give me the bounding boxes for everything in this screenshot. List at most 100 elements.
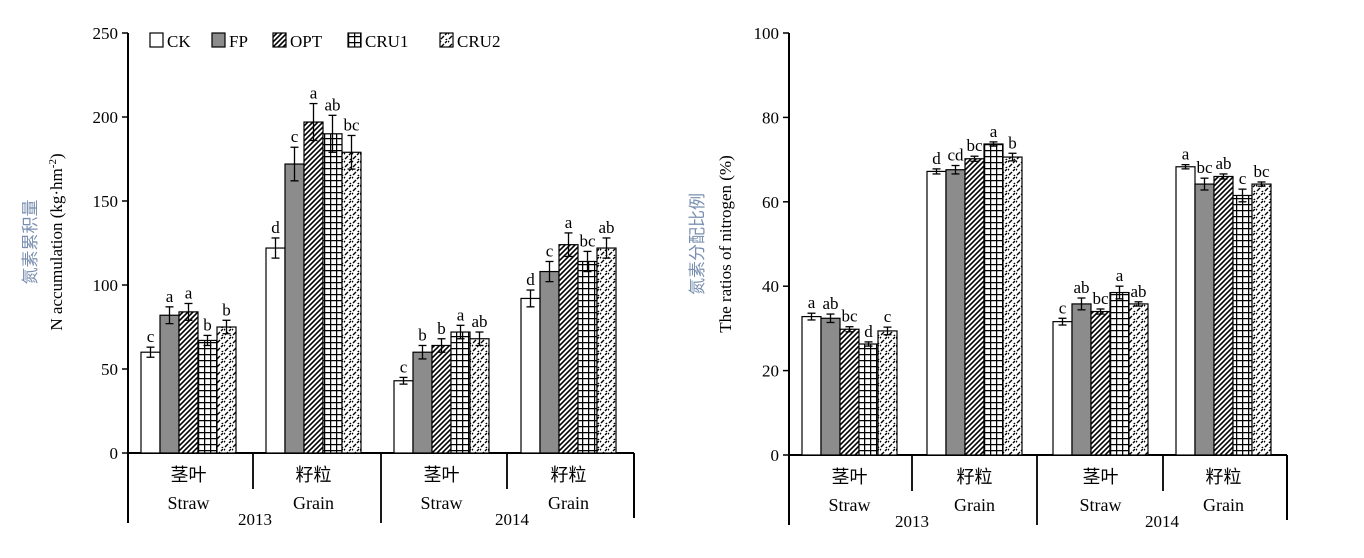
significance-letter: c bbox=[291, 127, 299, 146]
bar-opt bbox=[1213, 175, 1234, 456]
significance-letter: ab bbox=[598, 218, 614, 237]
bar-ck bbox=[1052, 321, 1073, 456]
bar-cru2 bbox=[1251, 183, 1272, 456]
legend-swatch bbox=[439, 32, 454, 48]
legend-label: FP bbox=[229, 32, 248, 51]
group-label-en: Straw bbox=[421, 493, 463, 513]
group-label-cn: 茎叶 bbox=[424, 465, 460, 485]
nitrogen-ratio-chart: 氮素分配比例 The ratios of nitrogen (%) 0 20 40 6… bbox=[688, 24, 1288, 531]
significance-letter: bc bbox=[966, 136, 983, 155]
significance-letter: bc bbox=[841, 307, 858, 326]
y-axis-label-en: N accumulation (kg·hm-2) bbox=[47, 153, 66, 330]
significance-letter: a bbox=[185, 283, 193, 302]
bar-fp bbox=[539, 270, 560, 454]
y-tick-label: 40 bbox=[762, 277, 779, 296]
y-axis-label-cn: 氮素累积量 bbox=[21, 200, 40, 285]
y-axis-label-en-sup: -2 bbox=[47, 159, 59, 168]
bar-fp bbox=[284, 163, 305, 454]
group-label-cn: 籽粒 bbox=[957, 467, 993, 487]
significance-letter: b bbox=[437, 319, 446, 338]
significance-letter: bc bbox=[579, 231, 596, 250]
significance-letter: a bbox=[457, 305, 465, 324]
significance-letter: b bbox=[1008, 133, 1017, 152]
bar-cru2 bbox=[469, 338, 490, 454]
bar-ck bbox=[801, 315, 822, 456]
significance-letter: c bbox=[147, 327, 155, 346]
bar-cru2 bbox=[341, 151, 362, 454]
y-axis-label-cn: 氮素分配比例 bbox=[688, 193, 707, 295]
bar-fp bbox=[945, 169, 966, 456]
bar-fp bbox=[820, 317, 841, 456]
bar-cru2 bbox=[877, 330, 898, 456]
year-label: 2014 bbox=[495, 510, 530, 529]
bar-cru1 bbox=[197, 339, 218, 454]
y-tick-label: 80 bbox=[762, 108, 779, 127]
y-axis-label-en-main: N accumulation (kg·hm bbox=[47, 168, 66, 330]
group-label-cn: 籽粒 bbox=[1206, 467, 1242, 487]
significance-letter: b bbox=[203, 315, 212, 334]
significance-letter: a bbox=[166, 287, 174, 306]
bar-fp bbox=[1071, 303, 1092, 456]
y-tick-label: 250 bbox=[93, 24, 119, 43]
group-label-cn: 茎叶 bbox=[171, 465, 207, 485]
bar-cru2 bbox=[596, 247, 617, 454]
y-tick-label: 100 bbox=[754, 24, 780, 43]
bar-cru1 bbox=[1109, 291, 1130, 456]
significance-letter: b bbox=[418, 325, 427, 344]
y-tick-label: 50 bbox=[101, 360, 118, 379]
significance-letter: a bbox=[990, 122, 998, 141]
y-tick-label: 0 bbox=[110, 444, 119, 463]
group-label-cn: 籽粒 bbox=[296, 465, 332, 485]
group-label-cn: 茎叶 bbox=[1083, 467, 1119, 487]
significance-letter: ab bbox=[822, 294, 838, 313]
bar-ck bbox=[265, 247, 286, 454]
legend-label: CK bbox=[167, 32, 191, 51]
significance-letter: cd bbox=[947, 146, 964, 165]
significance-letter: d bbox=[932, 149, 941, 168]
n-accumulation-chart: 氮素累积量 N accumulation (kg·hm-2) 0 50 100 150… bbox=[21, 24, 635, 529]
bar-ck bbox=[140, 351, 161, 454]
significance-letter: bc bbox=[1253, 162, 1270, 181]
y-tick-label: 200 bbox=[93, 108, 119, 127]
group-label-cn: 籽粒 bbox=[551, 465, 587, 485]
legend-label: CRU1 bbox=[365, 32, 408, 51]
legend: CK FP OPT CRU1 CRU2 bbox=[149, 32, 500, 51]
significance-letter: a bbox=[1182, 145, 1190, 164]
significance-letter: c bbox=[546, 241, 554, 260]
bar-opt bbox=[558, 244, 579, 454]
significance-letter: bc bbox=[1092, 289, 1109, 308]
bar-cru2 bbox=[1128, 303, 1149, 456]
legend-swatch bbox=[272, 32, 287, 48]
significance-letter: d bbox=[864, 322, 873, 341]
bar-opt bbox=[839, 328, 860, 456]
significance-letter: c bbox=[884, 307, 892, 326]
y-tick-label: 0 bbox=[771, 446, 780, 465]
bar-fp bbox=[412, 351, 433, 454]
y-tick-label: 150 bbox=[93, 192, 119, 211]
bar-cru2 bbox=[216, 326, 237, 454]
bar-cru1 bbox=[858, 343, 879, 456]
group-label-en: Grain bbox=[1203, 495, 1244, 515]
bar-cru1 bbox=[983, 143, 1004, 456]
group-label-cn: 茎叶 bbox=[832, 467, 868, 487]
significance-letter: a bbox=[808, 293, 816, 312]
bar-cru1 bbox=[450, 331, 471, 454]
y-axis-label-en-close: ) bbox=[47, 153, 66, 159]
bar-opt bbox=[1090, 310, 1111, 456]
significance-letter: bc bbox=[343, 115, 360, 134]
bar-ck bbox=[520, 297, 541, 454]
bar-fp bbox=[1194, 183, 1215, 456]
legend-swatch bbox=[211, 32, 226, 48]
bar-ck bbox=[1175, 166, 1196, 456]
significance-letter: a bbox=[565, 213, 573, 232]
significance-letter: c bbox=[1239, 169, 1247, 188]
significance-letter: b bbox=[222, 300, 231, 319]
year-label: 2013 bbox=[238, 510, 272, 529]
group-label-en: Grain bbox=[548, 493, 589, 513]
y-axis-label-en: The ratios of nitrogen (%) bbox=[716, 155, 735, 333]
bar-cru1 bbox=[577, 260, 598, 454]
bar-ck bbox=[926, 170, 947, 456]
group-label-en: Straw bbox=[829, 495, 871, 515]
bar-opt bbox=[431, 344, 452, 454]
